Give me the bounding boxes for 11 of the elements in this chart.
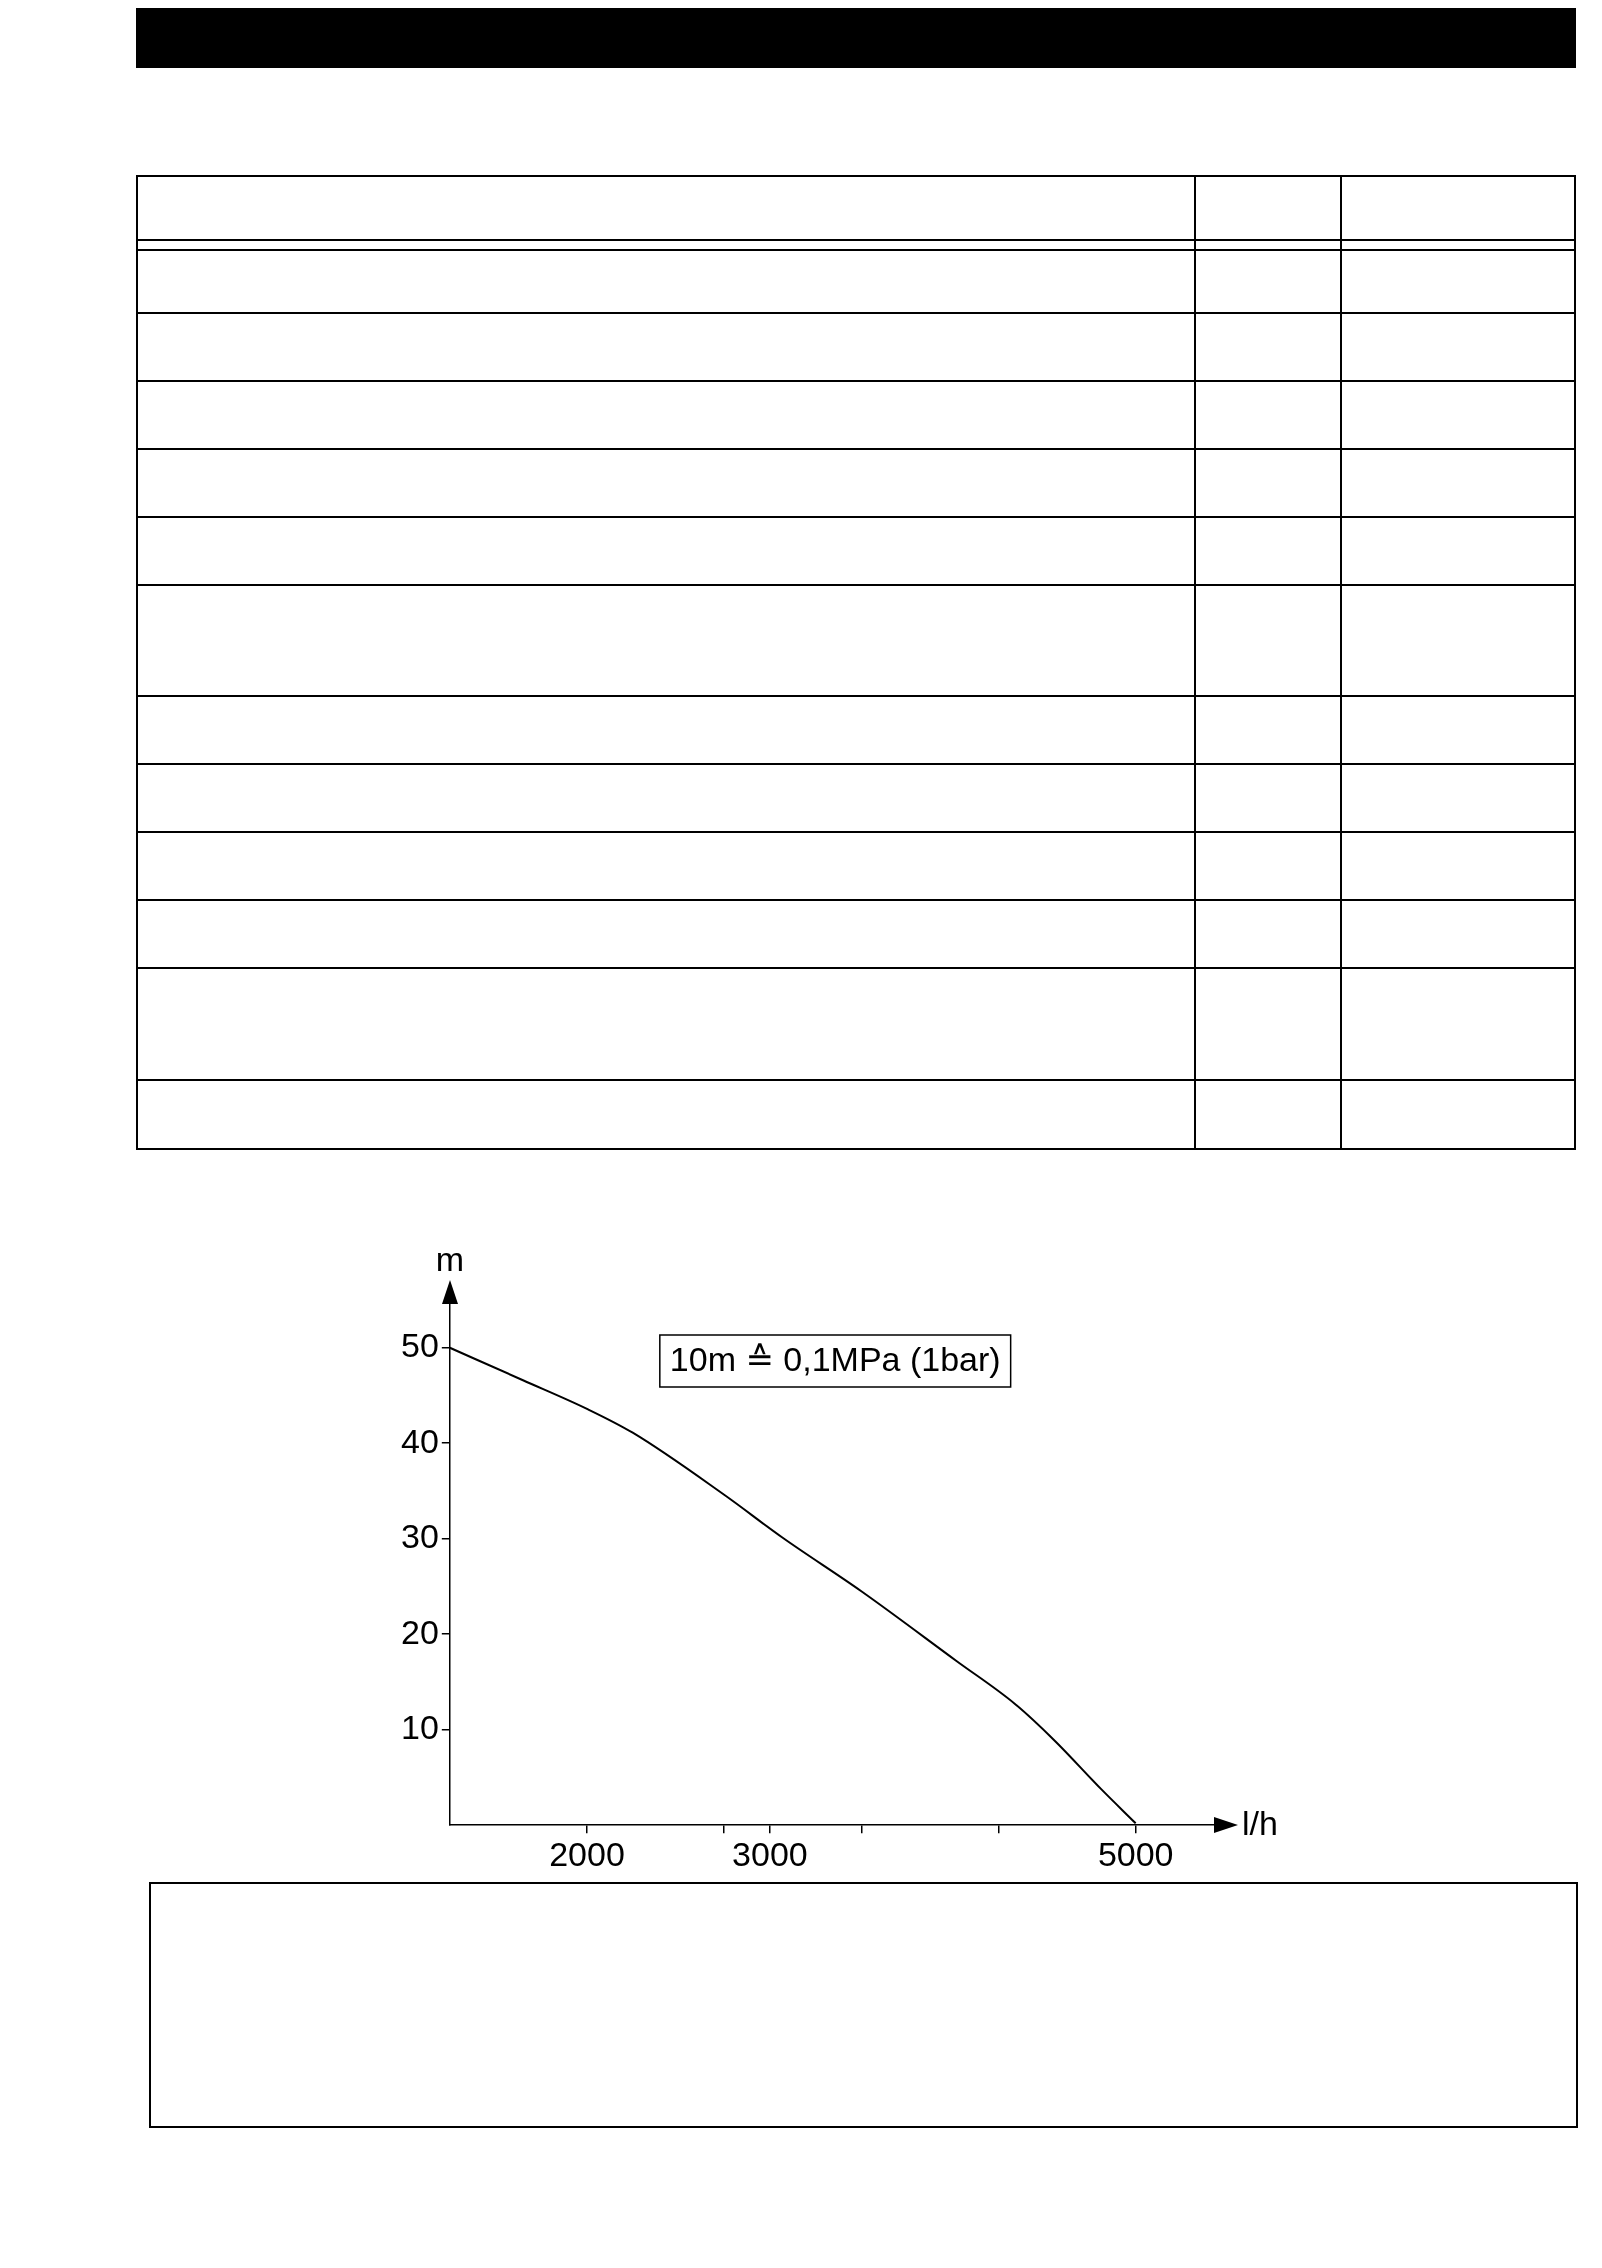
x-axis-title: l/h xyxy=(1242,1803,1278,1842)
y-axis-title: m xyxy=(435,1240,464,1279)
x-tick-label: 3000 xyxy=(732,1834,808,1873)
x-tick-label: 5000 xyxy=(1097,1834,1174,1873)
y-tick-label: 10 xyxy=(400,1708,439,1747)
y-tick-label: 30 xyxy=(400,1517,439,1556)
annotation: 10m ≙ 0,1MPa (1bar) xyxy=(669,1340,1001,1379)
y-tick-label: 40 xyxy=(400,1421,439,1460)
y-tick-label: 50 xyxy=(400,1326,439,1365)
y-tick-label: 20 xyxy=(400,1612,439,1651)
x-tick-label: 2000 xyxy=(549,1834,625,1873)
